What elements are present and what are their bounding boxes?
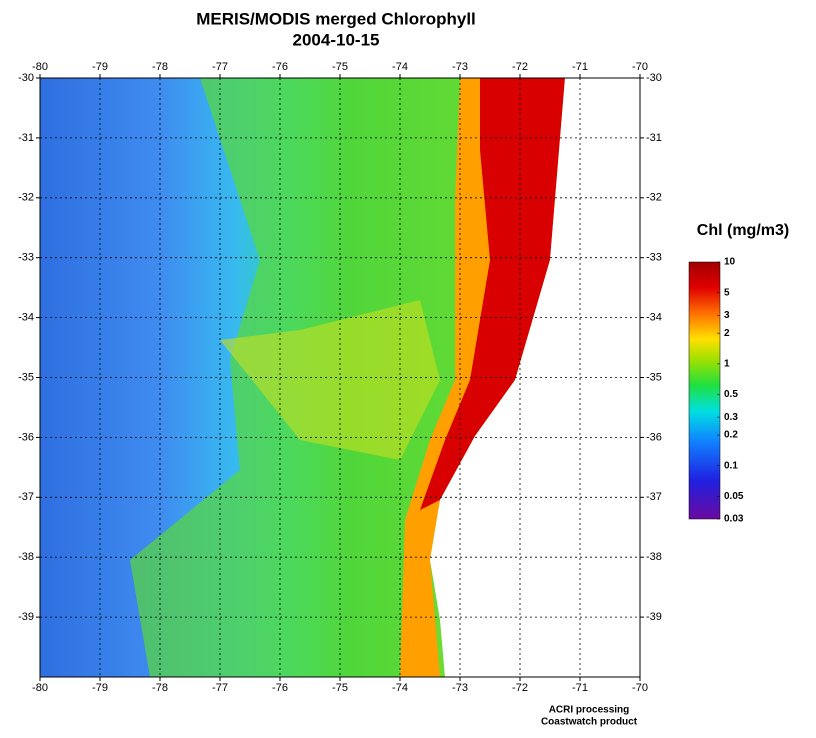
colorbar-label: 1 bbox=[724, 359, 730, 370]
map-title: MERIS/MODIS merged Chlorophyll bbox=[196, 9, 476, 28]
y-tick-label: -38 bbox=[646, 551, 662, 563]
colorbar-label: 10 bbox=[724, 257, 736, 268]
colorbar-label: 5 bbox=[724, 287, 730, 298]
x-tick-label: -74 bbox=[392, 61, 408, 73]
colorbar bbox=[688, 261, 721, 520]
y-tick-label: -37 bbox=[646, 491, 662, 503]
y-tick-label: -33 bbox=[646, 252, 662, 264]
x-tick-label: -80 bbox=[32, 61, 48, 73]
x-tick-label: -70 bbox=[632, 61, 648, 73]
y-tick-label: -36 bbox=[18, 431, 34, 443]
x-tick-label: -76 bbox=[272, 61, 288, 73]
x-tick-label: -72 bbox=[512, 682, 528, 694]
x-tick-label: -78 bbox=[152, 682, 168, 694]
y-tick-label: -34 bbox=[646, 312, 662, 324]
y-tick-label: -33 bbox=[18, 252, 34, 264]
x-tick-label: -79 bbox=[92, 61, 108, 73]
y-tick-label: -30 bbox=[18, 72, 34, 84]
y-tick-label: -35 bbox=[646, 371, 662, 383]
x-tick-label: -79 bbox=[92, 682, 108, 694]
x-tick-label: -72 bbox=[512, 61, 528, 73]
colorbar-label: 0.05 bbox=[724, 491, 744, 502]
x-tick-label: -71 bbox=[572, 61, 588, 73]
y-tick-label: -32 bbox=[18, 192, 34, 204]
y-tick-label: -30 bbox=[646, 72, 662, 84]
y-tick-label: -35 bbox=[18, 371, 34, 383]
colorbar-label: 0.03 bbox=[724, 514, 744, 525]
y-tick-label: -36 bbox=[646, 431, 662, 443]
y-tick-label: -39 bbox=[18, 611, 34, 623]
credit: Coastwatch product bbox=[541, 717, 638, 728]
colorbar-label: 0.2 bbox=[724, 430, 738, 441]
y-tick-label: -38 bbox=[18, 551, 34, 563]
colorbar-label: 2 bbox=[724, 328, 730, 339]
colorbar-label: 3 bbox=[724, 310, 730, 321]
x-tick-label: -77 bbox=[212, 61, 228, 73]
x-tick-label: -73 bbox=[452, 61, 468, 73]
x-tick-label: -73 bbox=[452, 682, 468, 694]
x-tick-label: -75 bbox=[332, 682, 348, 694]
x-tick-label: -74 bbox=[392, 682, 408, 694]
y-tick-label: -32 bbox=[646, 192, 662, 204]
colorbar-label: 0.1 bbox=[724, 460, 738, 471]
map-date: 2004-10-15 bbox=[293, 30, 380, 49]
x-tick-label: -78 bbox=[152, 61, 168, 73]
x-tick-label: -75 bbox=[332, 61, 348, 73]
x-tick-label: -70 bbox=[632, 682, 648, 694]
colorbar-title: Chl (mg/m3) bbox=[697, 222, 789, 239]
y-tick-label: -31 bbox=[646, 132, 662, 144]
x-tick-label: -80 bbox=[32, 682, 48, 694]
y-tick-label: -34 bbox=[18, 312, 34, 324]
x-tick-label: -71 bbox=[572, 682, 588, 694]
x-tick-label: -77 bbox=[212, 682, 228, 694]
x-tick-label: -76 bbox=[272, 682, 288, 694]
colorbar-label: 0.5 bbox=[724, 389, 738, 400]
y-tick-label: -31 bbox=[18, 132, 34, 144]
y-tick-label: -39 bbox=[646, 611, 662, 623]
y-tick-label: -37 bbox=[18, 491, 34, 503]
colorbar-label: 0.3 bbox=[724, 412, 738, 423]
credit: ACRI processing bbox=[549, 705, 630, 716]
